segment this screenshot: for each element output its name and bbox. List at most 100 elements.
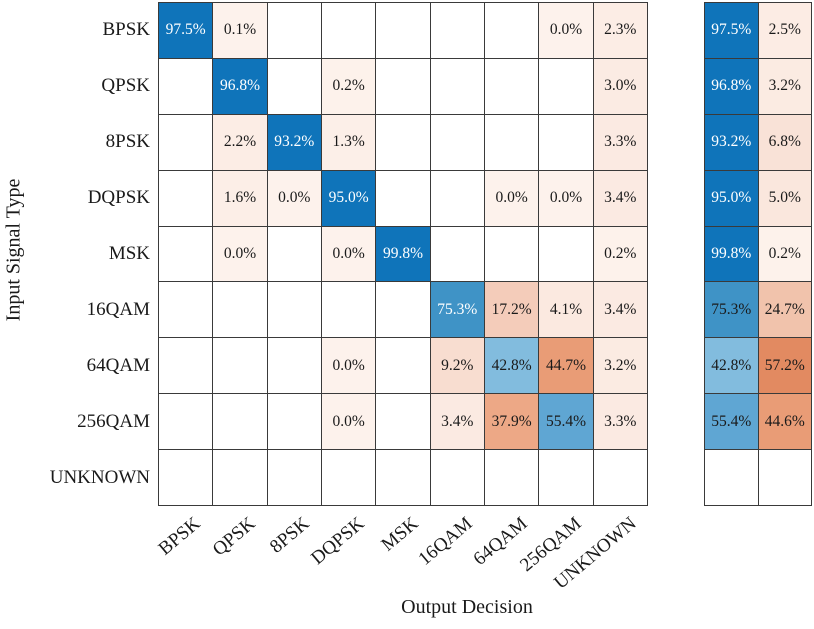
summary-cell: 99.8%: [705, 226, 758, 282]
matrix-cell: [484, 226, 539, 282]
matrix-cell: [267, 338, 321, 394]
matrix-cell: 0.0%: [321, 394, 376, 450]
matrix-cell: [484, 114, 539, 170]
matrix-cell: 44.7%: [539, 338, 593, 394]
summary-cell: 95.0%: [705, 170, 758, 226]
y-tick-label: MSK: [108, 243, 150, 264]
matrix-cell: [539, 58, 593, 114]
matrix-cell: 42.8%: [484, 338, 539, 394]
matrix-cell: [376, 338, 430, 394]
matrix-cell: 17.2%: [484, 282, 539, 338]
matrix-cell: [267, 58, 321, 114]
y-tick-label: BPSK: [102, 19, 150, 40]
matrix-cell: 55.4%: [539, 394, 593, 450]
matrix-cell: 0.2%: [321, 58, 376, 114]
matrix-cell: 3.4%: [430, 394, 484, 450]
matrix-cell: [484, 58, 539, 114]
matrix-cell: 99.8%: [376, 226, 430, 282]
matrix-cell: 0.0%: [539, 3, 593, 58]
y-tick-label: 256QAM: [77, 411, 150, 432]
matrix-cell: [593, 450, 647, 505]
matrix-cell: [376, 58, 430, 114]
summary-cell: 2.5%: [758, 3, 811, 58]
summary-cell: 3.2%: [758, 58, 811, 114]
summary-cell: 5.0%: [758, 170, 811, 226]
matrix-cell: 0.0%: [321, 338, 376, 394]
y-tick-label: UNKNOWN: [49, 467, 150, 488]
matrix-cell: [321, 282, 376, 338]
y-tick-label: DQPSK: [87, 187, 150, 208]
summary-cell: 93.2%: [705, 114, 758, 170]
y-tick-label: QPSK: [101, 75, 150, 96]
matrix-cell: 0.2%: [593, 226, 647, 282]
matrix-cell: [159, 114, 213, 170]
matrix-cell: [376, 450, 430, 505]
matrix-cell: [430, 3, 484, 58]
confusion-matrix-grid: 97.5% 0.1% 0.0% 2.3% 96.8% 0.2% 3.0% 2.2% 93.2% 1…: [158, 2, 648, 506]
matrix-cell: 0.0%: [321, 226, 376, 282]
summary-cell: 0.2%: [758, 226, 811, 282]
matrix-cell: [539, 226, 593, 282]
matrix-cell: [539, 450, 593, 505]
matrix-cell: [267, 282, 321, 338]
summary-panel-grid: 97.5% 2.5% 96.8% 3.2% 93.2% 6.8% 95.0% 5.0% 99.8…: [704, 2, 812, 506]
matrix-cell: 0.0%: [484, 170, 539, 226]
matrix-cell: 3.0%: [593, 58, 647, 114]
matrix-cell: [159, 226, 213, 282]
matrix-cell: [484, 450, 539, 505]
matrix-cell: [321, 3, 376, 58]
matrix-cell: 97.5%: [159, 3, 213, 58]
matrix-cell: [321, 450, 376, 505]
matrix-cell: 0.0%: [267, 170, 321, 226]
matrix-cell: [159, 394, 213, 450]
matrix-cell: [376, 394, 430, 450]
matrix-cell: [376, 114, 430, 170]
summary-cell: 24.7%: [758, 282, 811, 338]
matrix-cell: 0.1%: [213, 3, 267, 58]
matrix-cell: 2.3%: [593, 3, 647, 58]
matrix-cell: [430, 114, 484, 170]
matrix-cell: [213, 394, 267, 450]
matrix-cell: 3.4%: [593, 282, 647, 338]
matrix-cell: 95.0%: [321, 170, 376, 226]
matrix-cell: 3.4%: [593, 170, 647, 226]
matrix-cell: 3.3%: [593, 114, 647, 170]
matrix-cell: 3.3%: [593, 394, 647, 450]
matrix-cell: 4.1%: [539, 282, 593, 338]
summary-cell: 75.3%: [705, 282, 758, 338]
summary-cell: 57.2%: [758, 338, 811, 394]
matrix-cell: 0.0%: [213, 226, 267, 282]
matrix-cell: [213, 450, 267, 505]
x-axis-title: Output Decision: [401, 596, 533, 618]
summary-cell: 96.8%: [705, 58, 758, 114]
matrix-cell: [159, 338, 213, 394]
matrix-cell: 1.6%: [213, 170, 267, 226]
matrix-cell: [267, 226, 321, 282]
matrix-cell: 0.0%: [539, 170, 593, 226]
matrix-cell: 75.3%: [430, 282, 484, 338]
y-tick-label: 16QAM: [86, 299, 150, 320]
summary-cell: 6.8%: [758, 114, 811, 170]
matrix-cell: [159, 450, 213, 505]
matrix-cell: [430, 170, 484, 226]
summary-cell: 97.5%: [705, 3, 758, 58]
y-tick-label: 64QAM: [86, 355, 150, 376]
matrix-cell: [159, 170, 213, 226]
matrix-cell: 37.9%: [484, 394, 539, 450]
matrix-cell: [376, 3, 430, 58]
summary-cell: 55.4%: [705, 394, 758, 450]
matrix-cell: 93.2%: [267, 114, 321, 170]
summary-cell: [758, 450, 811, 505]
matrix-cell: [267, 3, 321, 58]
summary-cell: 44.6%: [758, 394, 811, 450]
matrix-cell: 9.2%: [430, 338, 484, 394]
summary-cell: [705, 450, 758, 505]
y-tick-label: 8PSK: [105, 131, 150, 152]
matrix-cell: [159, 58, 213, 114]
matrix-cell: [159, 282, 213, 338]
matrix-cell: [484, 3, 539, 58]
matrix-cell: [213, 338, 267, 394]
matrix-cell: [430, 450, 484, 505]
matrix-cell: 96.8%: [213, 58, 267, 114]
